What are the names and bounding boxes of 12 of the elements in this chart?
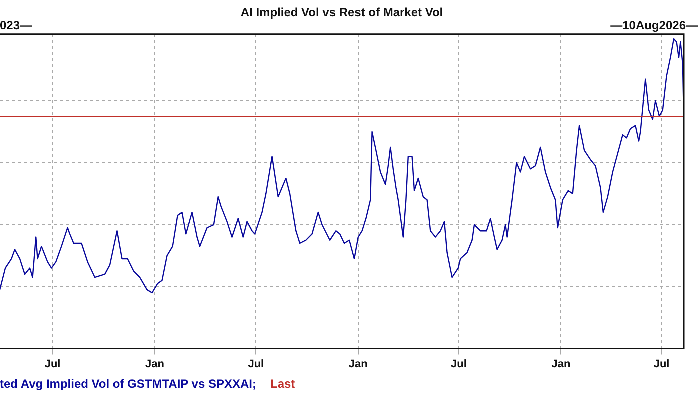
- text: 023—: [0, 18, 32, 33]
- ref-line-label: Last: [270, 377, 296, 391]
- x-tick-label: Jul: [248, 358, 264, 370]
- text: ted Avg Implied Vol of GSTMTAIP vs SPXXAI;: [0, 377, 256, 391]
- x-tick-label: Jul: [44, 358, 61, 370]
- x-tick-label: Jul: [654, 358, 670, 370]
- x-tick-label: Jan: [552, 358, 571, 370]
- chart-title: AI Implied Vol vs Rest of Market Vol: [240, 6, 444, 20]
- x-tick-label: Jan: [348, 358, 368, 370]
- x-tick-label: Jan: [146, 358, 165, 370]
- x-tick-label: Jul: [451, 358, 467, 370]
- text: —10Aug2026—: [610, 18, 698, 33]
